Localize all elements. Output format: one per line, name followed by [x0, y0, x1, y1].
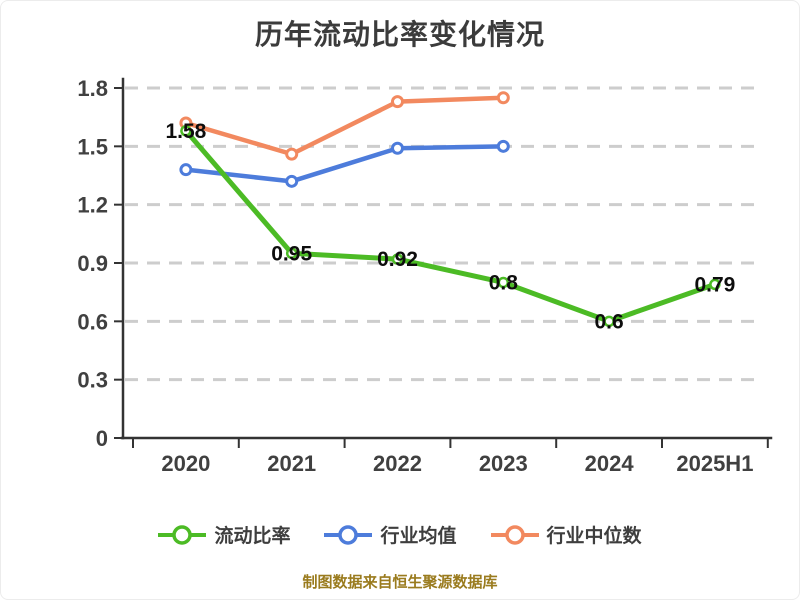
legend-marker-line-dot-icon	[324, 524, 373, 545]
svg-text:0.9: 0.9	[77, 251, 108, 276]
svg-text:0.92: 0.92	[377, 248, 418, 271]
data-point[interactable]	[285, 247, 298, 260]
x-axis-labels: 2020 2021 2022 2023 2024 2025H1	[161, 451, 753, 476]
data-point[interactable]	[496, 139, 510, 153]
legend-marker-line-dot-icon	[158, 524, 207, 545]
svg-text:1.2: 1.2	[77, 193, 108, 218]
data-point[interactable]	[391, 253, 404, 265]
svg-text:0.6: 0.6	[77, 309, 108, 334]
svg-text:0: 0	[96, 426, 108, 451]
series-流动比率[interactable]	[180, 125, 721, 328]
legend-label: 流动比率	[214, 526, 291, 547]
svg-text:1.58: 1.58	[165, 120, 206, 143]
data-point[interactable]	[497, 276, 510, 289]
y-axis-labels: 1.8 1.5 1.2 0.9 0.6 0.3 0	[77, 76, 108, 451]
y-axis-ticks	[114, 87, 122, 439]
chart-title: 历年流动比率变化情况	[254, 19, 545, 50]
legend-item-industry-median[interactable]: 行业中位数	[490, 521, 642, 548]
svg-text:2023: 2023	[479, 451, 528, 476]
svg-text:2025H1: 2025H1	[676, 451, 753, 476]
series-行业均值[interactable]	[179, 139, 510, 188]
data-point[interactable]	[180, 125, 192, 137]
svg-text:0.3: 0.3	[77, 368, 108, 393]
legend-marker-line-dot-icon	[490, 524, 539, 545]
svg-text:2022: 2022	[373, 451, 422, 476]
svg-text:1.5: 1.5	[77, 134, 108, 159]
data-point[interactable]	[179, 163, 193, 177]
svg-text:2024: 2024	[585, 451, 635, 476]
svg-text:0.8: 0.8	[489, 271, 519, 294]
data-point[interactable]	[285, 174, 299, 188]
data-point[interactable]	[496, 91, 510, 105]
chart-legend: 流动比率 行业均值 行业中位数	[1, 521, 799, 548]
svg-text:0.95: 0.95	[271, 242, 312, 265]
svg-text:1.8: 1.8	[77, 76, 108, 101]
data-point[interactable]	[603, 315, 615, 328]
data-source-note: 制图数据来自恒生聚源数据库	[302, 574, 498, 591]
data-point[interactable]	[391, 141, 404, 155]
axes	[120, 77, 773, 440]
legend-label: 行业中位数	[546, 526, 642, 547]
svg-text:0.79: 0.79	[694, 273, 735, 296]
data-point[interactable]	[285, 147, 299, 161]
svg-text:0.6: 0.6	[594, 310, 623, 333]
point-labels: 1.58 0.95 0.92 0.8 0.6 0.79	[165, 120, 735, 334]
x-axis-ticks	[132, 439, 769, 448]
data-point[interactable]	[709, 278, 721, 291]
legend-label: 行业均值	[380, 526, 457, 547]
legend-item-current-ratio[interactable]: 流动比率	[158, 521, 290, 548]
svg-text:2021: 2021	[267, 451, 316, 476]
data-point[interactable]	[391, 95, 404, 109]
svg-text:2020: 2020	[161, 451, 210, 476]
series-行业中位数[interactable]	[179, 91, 510, 161]
legend-item-industry-mean[interactable]: 行业均值	[324, 521, 457, 548]
